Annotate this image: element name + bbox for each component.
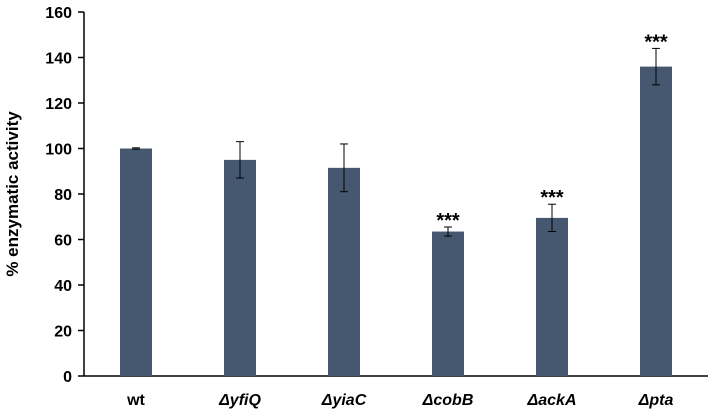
error-bars	[132, 47, 660, 237]
error-bar	[340, 143, 348, 193]
significance-label: ***	[644, 31, 668, 53]
significance-label: ***	[436, 210, 460, 232]
y-tick-label: 100	[45, 142, 72, 159]
error-bar	[236, 141, 244, 179]
y-tick-label: 20	[54, 324, 72, 341]
y-tick-label: 40	[54, 278, 72, 295]
bar	[328, 167, 360, 376]
y-ticks: 0 20 40 60 80 100 120 140 160	[45, 5, 84, 386]
bar	[120, 148, 152, 376]
x-tick-label: wt	[126, 392, 145, 409]
error-bar	[444, 226, 452, 237]
bar	[536, 217, 568, 376]
bar	[432, 231, 464, 376]
bar	[224, 159, 256, 376]
x-tick-label: Δpta	[638, 392, 674, 409]
y-tick-label: 160	[45, 5, 72, 22]
x-tick-label: ΔyiaC	[321, 392, 367, 409]
y-tick-label: 140	[45, 51, 72, 68]
y-tick-label: 60	[54, 233, 72, 250]
bar	[640, 66, 672, 376]
x-tick-labels: wt ΔyfiQ ΔyiaC ΔcobB ΔackA Δpta	[126, 392, 673, 409]
error-bar	[132, 147, 140, 150]
significance-label: ***	[540, 187, 564, 209]
y-axis-label: % enzymatic activity	[3, 111, 22, 277]
x-tick-label: ΔyfiQ	[218, 392, 261, 409]
bars	[120, 66, 672, 376]
x-tick-label: ΔackA	[527, 392, 577, 409]
error-bar	[652, 47, 660, 86]
y-tick-label: 0	[63, 369, 72, 386]
y-tick-label: 120	[45, 96, 72, 113]
significance-marks: *** *** ***	[436, 31, 668, 232]
x-tick-label: ΔcobB	[422, 392, 474, 409]
error-bar	[548, 203, 556, 233]
y-tick-label: 80	[54, 187, 72, 204]
y-axis: 0 20 40 60 80 100 120 140 160 % enzymatic activi…	[3, 5, 85, 386]
